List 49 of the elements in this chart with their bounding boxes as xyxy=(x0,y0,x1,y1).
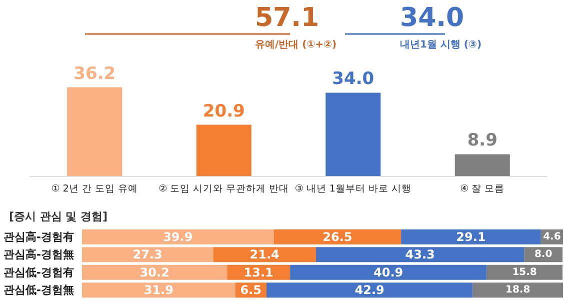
x-tick-label: ④ 잘 모름 xyxy=(460,184,505,194)
chart-title: [증시 관심 및 경험] xyxy=(9,210,108,223)
bar xyxy=(274,229,402,244)
bar xyxy=(82,282,236,298)
bar xyxy=(266,282,473,298)
bar xyxy=(82,247,214,262)
data-label: 27.3 xyxy=(132,248,162,262)
x-tick-label: ③ 내년 1월부터 바로 시행 xyxy=(294,184,412,194)
data-label: 42.9 xyxy=(354,283,384,298)
bar xyxy=(290,264,487,280)
x-tick-label: ② 도입 시기와 무관하게 반대 xyxy=(158,184,290,194)
data-label: 36.2 xyxy=(74,64,116,84)
data-label: 4.6 xyxy=(543,231,561,242)
data-label: 40.9 xyxy=(374,265,404,280)
data-label: 21.4 xyxy=(250,248,280,262)
data-label: 15.8 xyxy=(512,266,537,278)
text: 34.0 xyxy=(400,3,464,33)
data-label: 43.3 xyxy=(405,248,435,262)
data-label: 29.1 xyxy=(456,230,486,244)
data-label: 31.9 xyxy=(144,283,174,298)
text: 57.1 xyxy=(254,3,320,33)
data-label: 8.0 xyxy=(534,249,552,260)
data-label: 30.2 xyxy=(140,265,170,280)
y-tick-label: 관심高-경험有 xyxy=(3,230,74,244)
bar xyxy=(401,229,541,244)
data-label: 8.9 xyxy=(467,130,498,151)
x-tick-label: ① 2년 간 도입 유예 xyxy=(51,184,138,194)
bar xyxy=(472,282,563,298)
bar xyxy=(196,124,252,176)
bar xyxy=(67,87,122,176)
y-tick-label: 관심低-경험無 xyxy=(3,284,74,297)
text: 유예/반대 (①+②) xyxy=(254,40,337,50)
data-label: 13.1 xyxy=(244,265,274,280)
data-label: 20.9 xyxy=(202,101,245,122)
data-label: 26.5 xyxy=(322,230,352,244)
bar xyxy=(213,247,316,262)
bar xyxy=(486,264,563,280)
data-label: 6.5 xyxy=(240,283,262,298)
data-label: 34.0 xyxy=(332,69,374,90)
bar xyxy=(82,264,228,280)
bar xyxy=(326,92,381,176)
text: 내년1월 시행 (③) xyxy=(400,40,482,50)
data-label: 39.9 xyxy=(163,230,193,244)
bar xyxy=(82,229,274,244)
y-tick-label: 관심低-경험有 xyxy=(3,266,74,279)
data-label: 18.8 xyxy=(505,284,530,296)
y-tick-label: 관심高-경험無 xyxy=(3,248,74,262)
bar xyxy=(454,154,510,176)
bar xyxy=(316,247,524,262)
